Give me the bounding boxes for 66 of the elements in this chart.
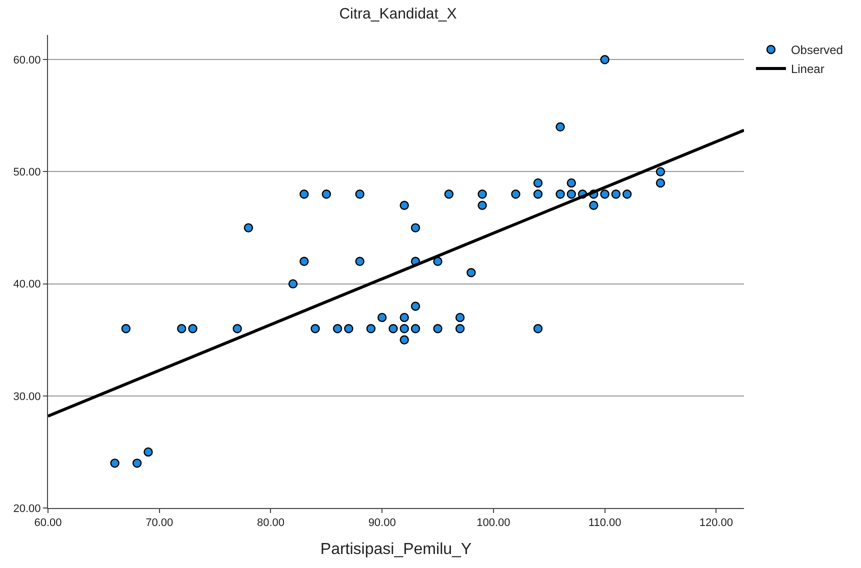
point xyxy=(478,190,487,199)
point xyxy=(300,190,309,199)
point xyxy=(656,167,666,176)
point xyxy=(332,324,342,334)
point xyxy=(533,190,543,199)
point xyxy=(121,324,131,334)
point xyxy=(388,324,398,334)
legend-label: Observed xyxy=(790,43,843,58)
x-tick-label: 80.00 xyxy=(256,517,284,530)
point xyxy=(232,324,242,334)
y-tick-label: 40.00 xyxy=(13,278,41,291)
point xyxy=(377,312,387,322)
point xyxy=(144,447,153,457)
point xyxy=(400,200,409,210)
x-tick-label: 60.00 xyxy=(34,517,62,530)
x-tick-label: 120.00 xyxy=(699,517,733,530)
point xyxy=(444,190,454,199)
point xyxy=(556,122,565,132)
point xyxy=(433,256,442,266)
point xyxy=(478,200,487,210)
point xyxy=(355,190,364,199)
point xyxy=(410,223,420,232)
x-tick-label: 100.00 xyxy=(476,517,510,530)
point xyxy=(400,312,409,322)
point xyxy=(188,324,198,334)
point xyxy=(533,178,543,188)
point xyxy=(466,268,476,278)
point xyxy=(622,190,632,199)
point xyxy=(288,279,298,288)
legend-label: Linear xyxy=(790,62,824,76)
point xyxy=(400,335,409,344)
point xyxy=(611,190,621,199)
point xyxy=(533,324,543,334)
point xyxy=(455,312,465,322)
point xyxy=(310,324,320,334)
point xyxy=(556,190,565,199)
point xyxy=(110,458,120,468)
point xyxy=(433,324,442,334)
point xyxy=(344,324,354,334)
point xyxy=(600,55,610,64)
point xyxy=(355,256,364,266)
y-tick-label: 30.00 xyxy=(13,390,41,403)
y-tick-label: 20.00 xyxy=(13,502,41,515)
point xyxy=(455,324,465,334)
point xyxy=(400,324,409,334)
point xyxy=(600,190,610,199)
point xyxy=(322,190,331,199)
y-tick-label: 50.00 xyxy=(13,166,41,179)
point xyxy=(511,190,520,199)
point xyxy=(656,178,666,188)
chart-title: Citra_Kandidat_X xyxy=(339,6,457,22)
x-tick-label: 90.00 xyxy=(368,517,396,530)
point xyxy=(566,190,576,199)
x-axis-title: Partisipasi_Pemilu_Y xyxy=(320,540,472,558)
point xyxy=(300,256,309,266)
point xyxy=(589,200,598,210)
point xyxy=(366,324,376,334)
point xyxy=(177,324,186,334)
point xyxy=(410,324,420,334)
x-tick-label: 110.00 xyxy=(588,517,622,530)
point xyxy=(244,223,254,232)
y-tick-label: 60.00 xyxy=(13,54,41,67)
point xyxy=(410,302,420,311)
point xyxy=(566,178,576,188)
point xyxy=(132,458,142,468)
x-tick-label: 70.00 xyxy=(146,517,174,530)
